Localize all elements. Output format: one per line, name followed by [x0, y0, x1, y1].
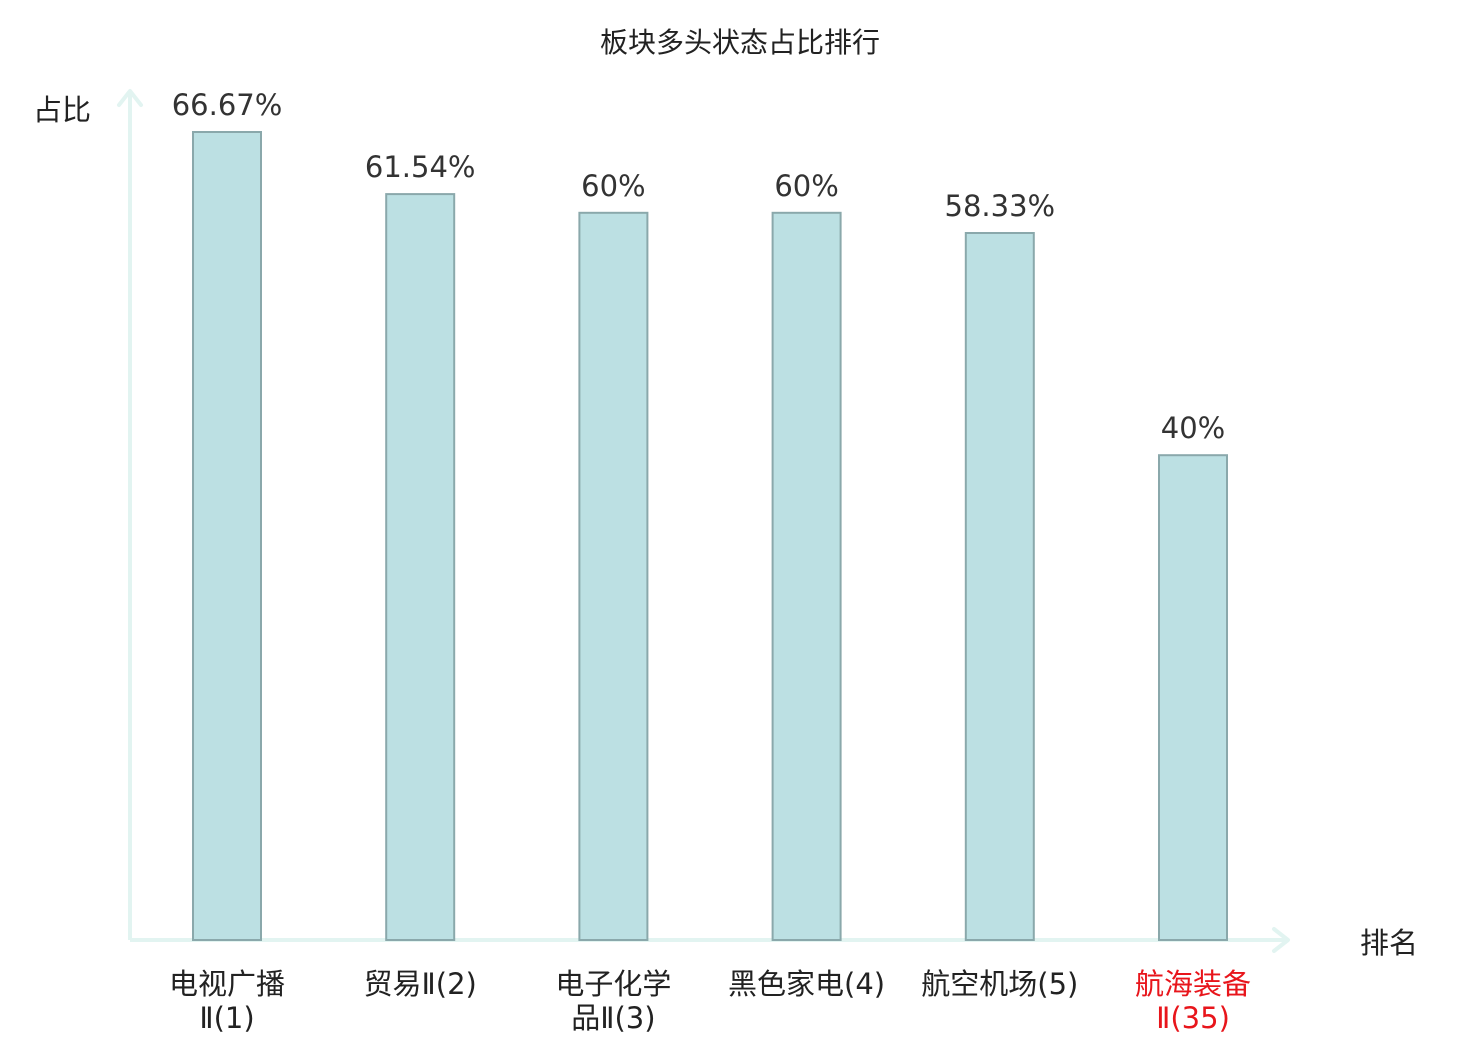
value-label-3: 60%: [581, 169, 645, 203]
category-label-1-line-2: Ⅱ(1): [199, 1001, 254, 1035]
value-label-2: 61.54%: [365, 150, 476, 184]
category-label-1-line-1: 电视广播: [169, 967, 285, 1001]
bar-3: [578, 211, 649, 942]
value-label-1: 66.67%: [172, 88, 283, 122]
value-label-5: 58.33%: [945, 189, 1056, 223]
x-axis-label: 排名: [1360, 926, 1418, 960]
y-axis-arrow: [117, 89, 143, 107]
bar-4: [771, 211, 842, 942]
category-label-6-line-1: 航海装备: [1135, 967, 1251, 1001]
value-labels-group: 66.67% 61.54% 60% 60% 58.33% 40%: [172, 88, 1226, 445]
y-axis-label: 占比: [33, 93, 91, 127]
bar-5: [964, 232, 1035, 941]
category-label-3-line-2: 品Ⅱ(3): [571, 1001, 655, 1035]
category-label-2-line-1: 贸易Ⅱ(2): [364, 967, 477, 1001]
bar-2: [385, 193, 456, 942]
value-label-6: 40%: [1161, 411, 1225, 445]
bar-1: [192, 131, 262, 941]
category-label-4-line-1: 黑色家电(4): [728, 967, 885, 1001]
category-label-6-line-2: Ⅱ(35): [1156, 1001, 1230, 1035]
category-label-5-line-1: 航空机场(5): [921, 967, 1078, 1001]
chart-title: 板块多头状态占比排行: [600, 26, 880, 59]
x-axis-arrow: [1272, 927, 1290, 953]
bar-6: [1158, 454, 1228, 941]
category-label-3-line-1: 电子化学: [555, 967, 671, 1001]
value-label-4: 60%: [774, 169, 838, 203]
axes: [117, 89, 1290, 953]
bars-group: [192, 131, 1228, 942]
